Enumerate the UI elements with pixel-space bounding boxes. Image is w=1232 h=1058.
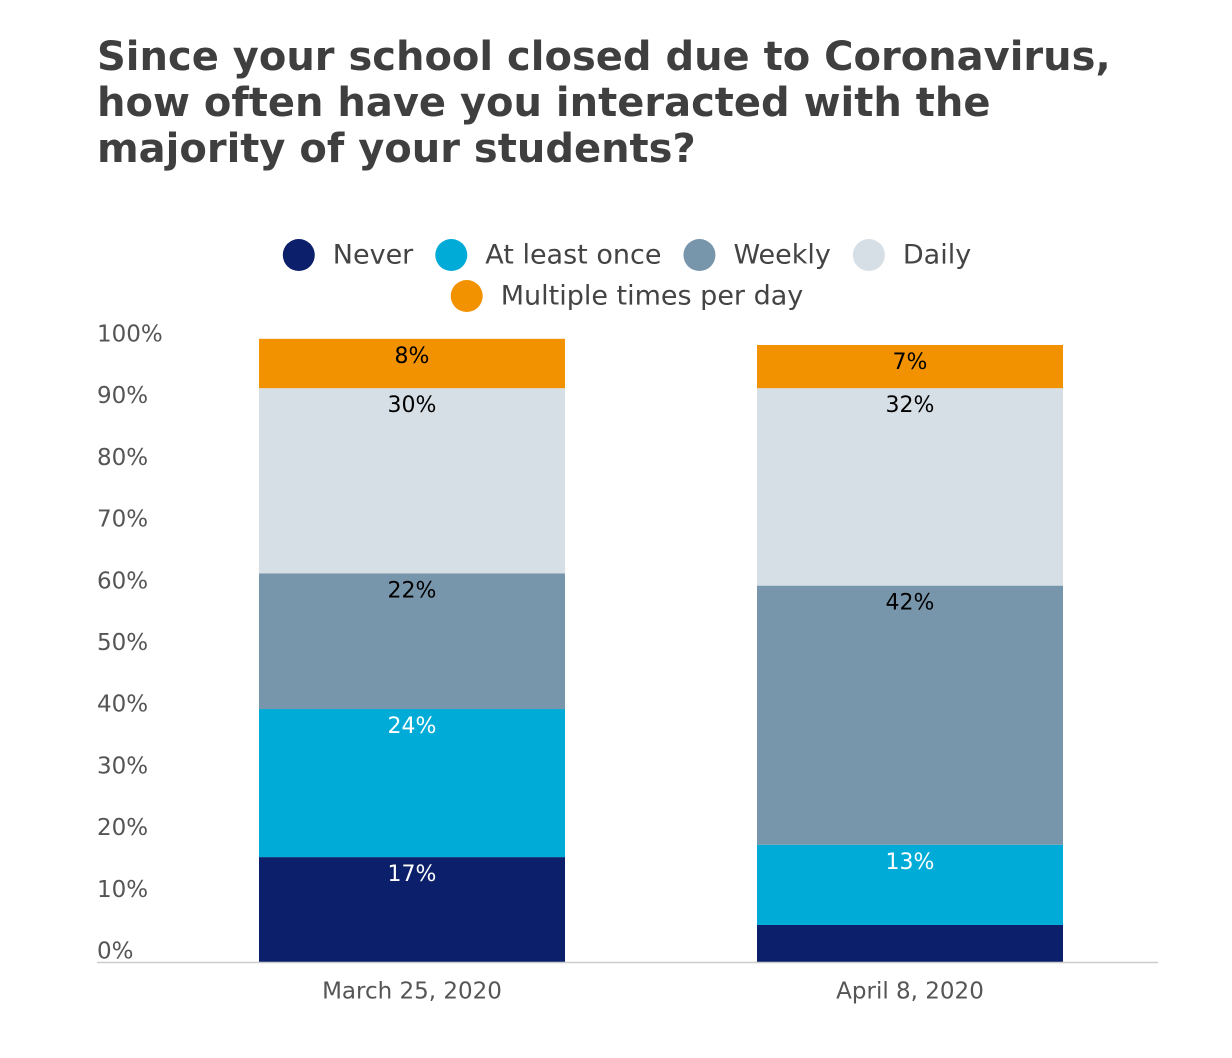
bar-segment-multiple-times-per-day-march-25-2020 bbox=[259, 338, 565, 389]
legend-label-at-least-once: At least once bbox=[485, 240, 661, 271]
legend-item-daily: Daily bbox=[852, 239, 971, 271]
bar-segment-never-april-8-2020 bbox=[757, 924, 1063, 962]
legend-item-multiple-times-per-day: Multiple times per day bbox=[450, 280, 804, 312]
data-label-never-march-25-2020: 17% bbox=[388, 862, 437, 887]
y-tick-label-60: 60% bbox=[97, 568, 148, 594]
y-tick-label-10: 10% bbox=[97, 877, 148, 903]
chart-title: Since your school closed due to Coronavi… bbox=[97, 34, 1197, 172]
legend-marker-at-least-once bbox=[435, 239, 468, 271]
chart-title-line-1: Since your school closed due to Coronavi… bbox=[97, 34, 1111, 80]
chart-title-line-3: majority of your students? bbox=[97, 126, 696, 172]
legend-marker-weekly bbox=[683, 239, 716, 271]
data-label-at-least-once-april-8-2020: 13% bbox=[886, 850, 935, 875]
x-tick-label-april-8-2020: April 8, 2020 bbox=[836, 979, 984, 1005]
y-tick-label-0: 0% bbox=[97, 939, 134, 965]
bars: 17% 24% 22% 30% 8% 13% 42% 32% 7% bbox=[259, 338, 1063, 962]
legend: Never At least once Weekly Daily Multiple ti… bbox=[282, 239, 971, 312]
bar-segment-daily-march-25-2020 bbox=[259, 388, 565, 574]
y-tick-label-80: 80% bbox=[97, 445, 148, 471]
legend-row-2: Multiple times per day bbox=[450, 280, 804, 312]
bar-segment-weekly-april-8-2020 bbox=[757, 585, 1063, 845]
legend-label-multiple-times-per-day: Multiple times per day bbox=[501, 281, 804, 312]
data-label-weekly-april-8-2020: 42% bbox=[886, 591, 935, 616]
data-label-weekly-march-25-2020: 22% bbox=[388, 578, 437, 603]
legend-item-weekly: Weekly bbox=[683, 239, 831, 271]
y-tick-label-30: 30% bbox=[97, 753, 148, 779]
legend-marker-never bbox=[282, 239, 315, 271]
y-tick-label-20: 20% bbox=[97, 815, 148, 841]
bar-segment-multiple-times-per-day-april-8-2020 bbox=[757, 345, 1063, 389]
bar-segment-daily-april-8-2020 bbox=[757, 388, 1063, 586]
data-label-multiple-times-per-day-april-8-2020: 7% bbox=[893, 350, 928, 375]
legend-marker-multiple-times-per-day bbox=[450, 280, 483, 312]
bar-stack-march-25-2020: 17% 24% 22% 30% 8% bbox=[259, 338, 565, 962]
legend-item-at-least-once: At least once bbox=[435, 239, 661, 271]
y-axis: 0% 10% 20% 30% 40% 50% 60% 70% 80% 90% 100% bbox=[97, 322, 163, 965]
bar-segment-never-march-25-2020 bbox=[259, 857, 565, 962]
bar-stack-april-8-2020: 13% 42% 32% 7% bbox=[757, 345, 1063, 962]
x-axis: March 25, 2020 April 8, 2020 bbox=[97, 961, 1158, 1005]
data-label-daily-april-8-2020: 32% bbox=[886, 393, 935, 418]
bar-segment-weekly-march-25-2020 bbox=[259, 573, 565, 710]
legend-label-weekly: Weekly bbox=[733, 240, 830, 271]
legend-label-never: Never bbox=[333, 240, 414, 271]
data-label-at-least-once-march-25-2020: 24% bbox=[388, 714, 437, 739]
bar-segment-at-least-once-april-8-2020 bbox=[757, 844, 1063, 925]
data-label-multiple-times-per-day-march-25-2020: 8% bbox=[395, 344, 430, 369]
data-label-daily-march-25-2020: 30% bbox=[388, 393, 437, 418]
y-tick-label-50: 50% bbox=[97, 630, 148, 656]
x-tick-label-march-25-2020: March 25, 2020 bbox=[322, 979, 502, 1005]
legend-row-1: Never At least once Weekly Daily bbox=[282, 239, 971, 271]
legend-marker-daily bbox=[852, 239, 885, 271]
y-tick-label-90: 90% bbox=[97, 383, 148, 409]
chart-title-line-2: how often have you interacted with the bbox=[97, 80, 991, 126]
y-tick-label-70: 70% bbox=[97, 507, 148, 533]
y-tick-label-100: 100% bbox=[97, 322, 163, 348]
legend-label-daily: Daily bbox=[903, 240, 971, 271]
legend-item-never: Never bbox=[282, 239, 414, 271]
y-tick-label-40: 40% bbox=[97, 692, 148, 718]
bar-segment-at-least-once-march-25-2020 bbox=[259, 709, 565, 858]
